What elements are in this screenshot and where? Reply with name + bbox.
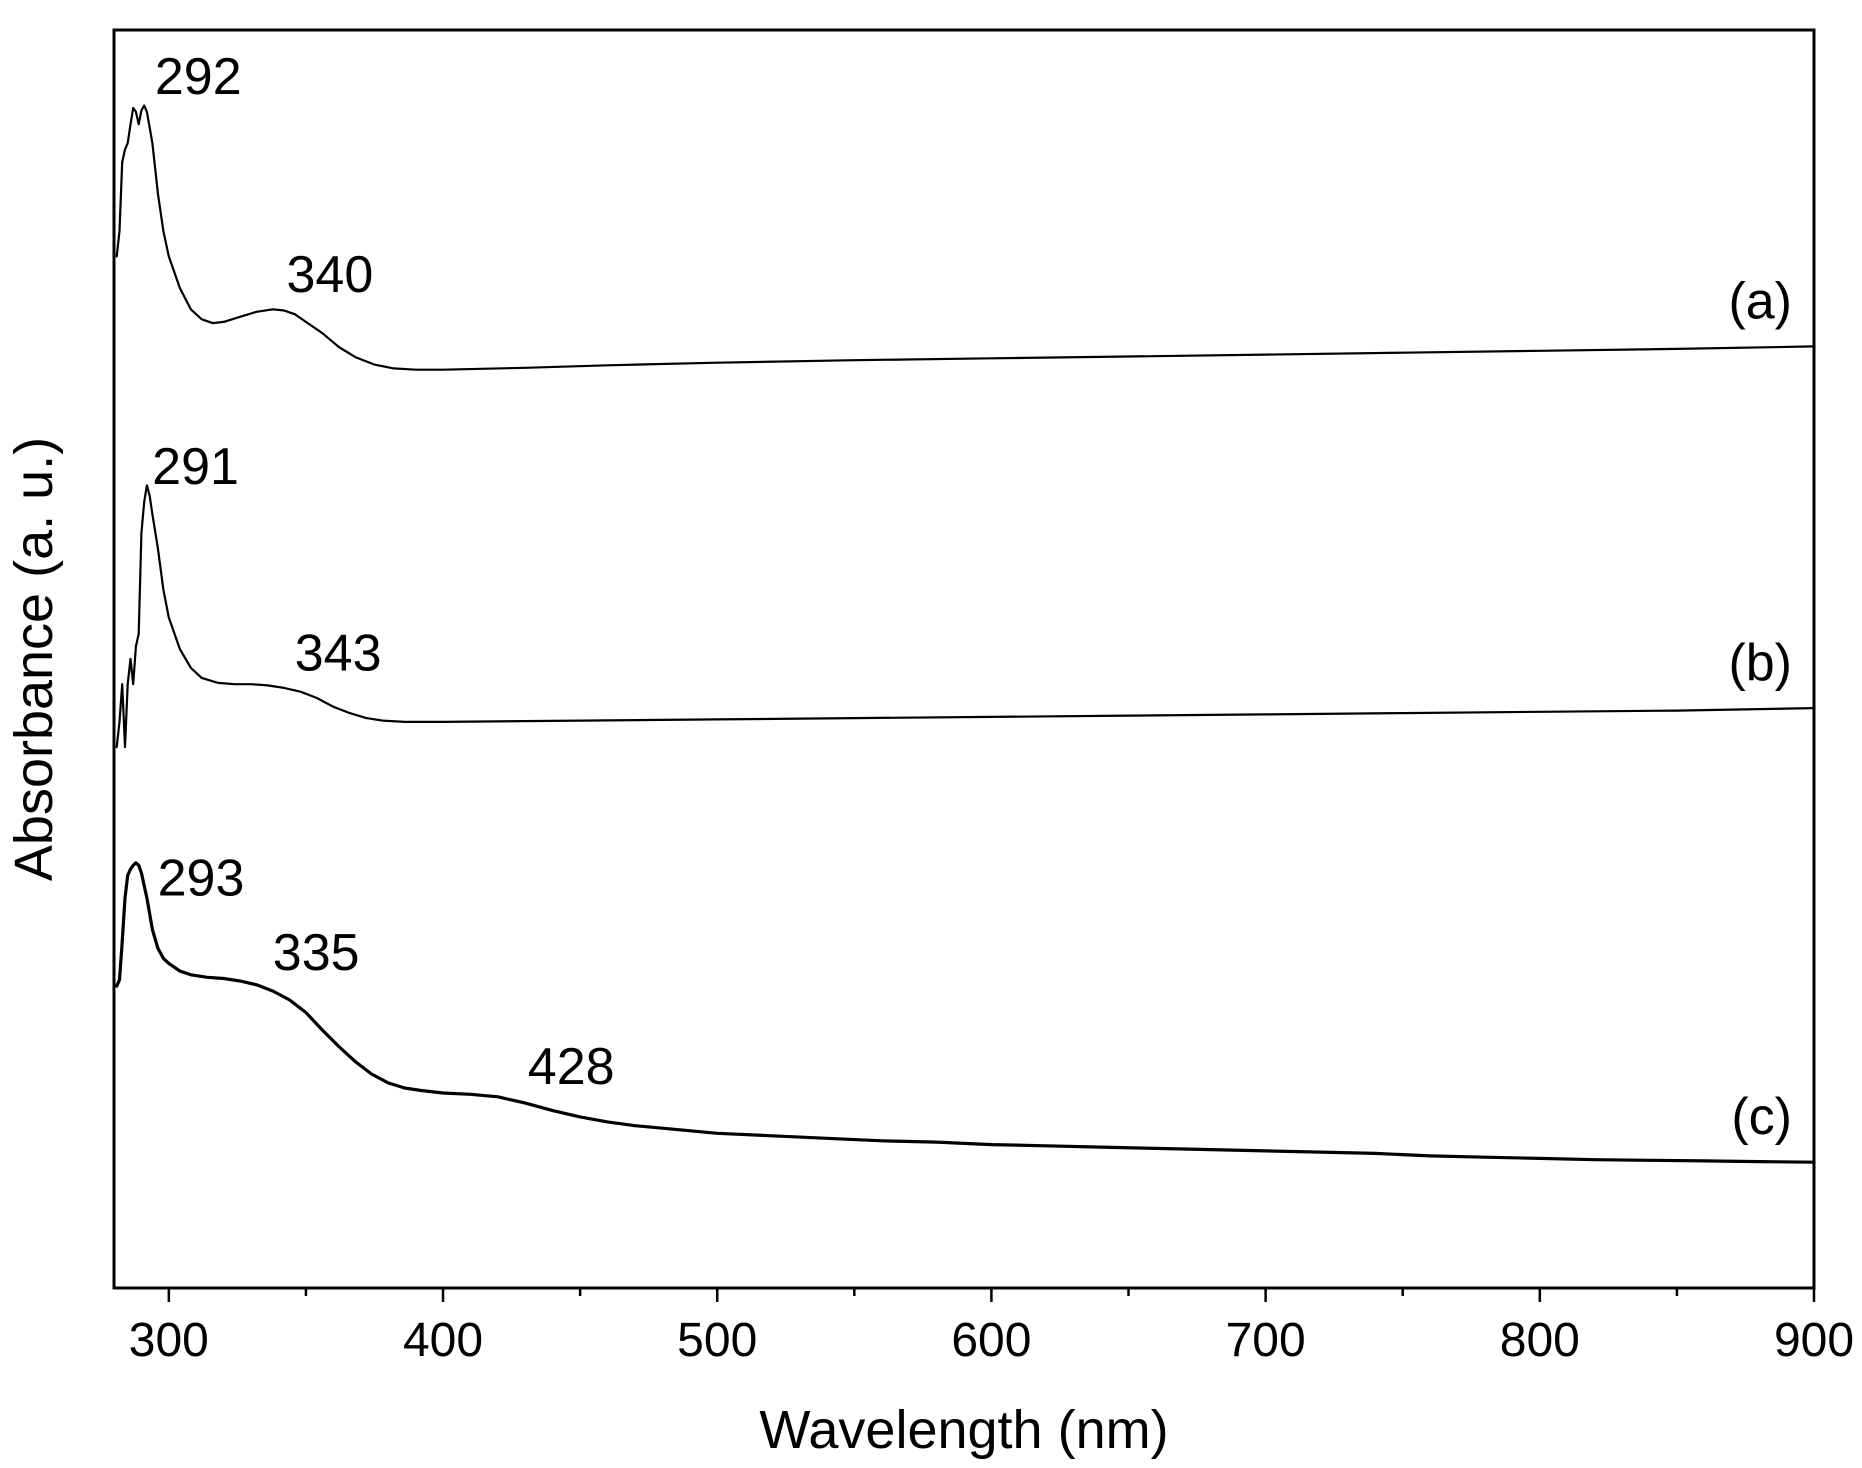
plot-frame: [112, 28, 1816, 1290]
x-tick-label-700: 700: [1226, 1314, 1306, 1367]
peak-label-292: 292: [155, 48, 242, 106]
x-tick-label-400: 400: [403, 1314, 483, 1367]
x-tick-label-600: 600: [951, 1314, 1031, 1367]
peak-label-293: 293: [158, 850, 245, 908]
peak-label-335: 335: [273, 924, 360, 982]
x-axis-ticks: [167, 1288, 1816, 1302]
peak-label-340: 340: [287, 246, 374, 304]
y-axis-label: Absorbance (a. u.): [4, 437, 64, 881]
spectrum-curve-2: [115, 484, 1816, 749]
spectra-curves: [115, 104, 1816, 1164]
x-tick-label-900: 900: [1774, 1314, 1854, 1367]
series-label-2: (b): [1728, 634, 1792, 692]
x-axis-tick-labels: 300 400 500 600 700 800 900: [129, 1314, 1854, 1367]
x-tick-label-300: 300: [129, 1314, 209, 1367]
peak-labels: 292 340 291 343 293 335 428: [152, 48, 614, 1096]
series-label-3: (c): [1731, 1088, 1792, 1146]
peak-label-428: 428: [528, 1038, 615, 1096]
series-labels: (a) (b) (c): [1728, 272, 1792, 1146]
series-label-1: (a): [1728, 272, 1792, 330]
x-tick-label-800: 800: [1500, 1314, 1580, 1367]
peak-label-291: 291: [152, 438, 239, 496]
x-axis-label: Wavelength (nm): [759, 1400, 1168, 1460]
peak-label-343: 343: [295, 625, 382, 683]
x-tick-label-500: 500: [677, 1314, 757, 1367]
spectrum-curve-3: [115, 861, 1816, 1164]
spectrum-curve-1: [115, 104, 1816, 371]
